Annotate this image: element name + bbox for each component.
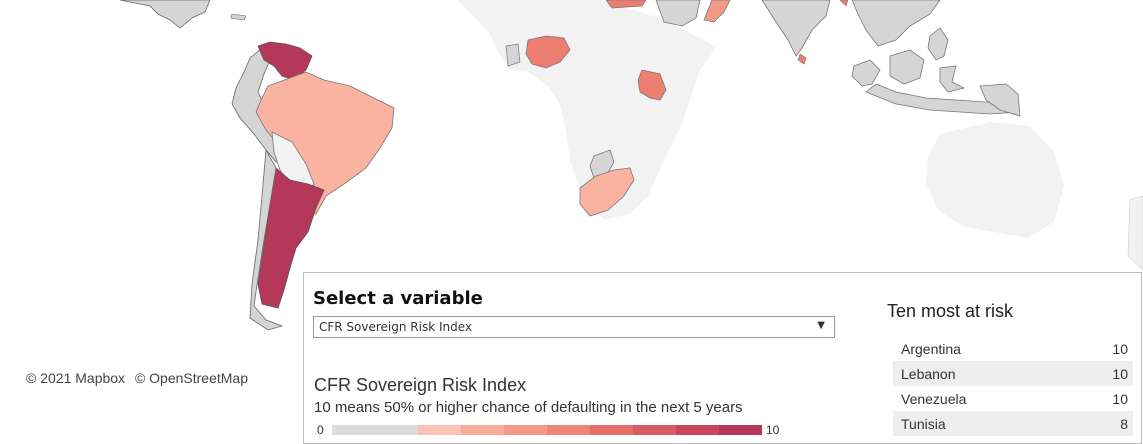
chevron-down-icon[interactable]: ▼ [817,320,825,331]
control-panel: Select a variable CFR Sovereign Risk Ind… [303,272,1142,444]
list-item-country: Argentina [901,340,961,357]
list-item[interactable]: Venezuela 10 [893,386,1133,411]
legend-swatch [418,425,461,435]
land-mexico-central-america[interactable] [119,0,211,29]
land-australia[interactable] [926,122,1064,238]
legend-min-label: 0 [317,423,324,437]
land-malaysia[interactable] [851,59,881,87]
land-se-asia[interactable] [851,0,941,47]
legend-swatch [547,425,590,435]
legend-swatch [461,425,504,435]
land-sulawesi[interactable] [939,65,966,93]
list-item[interactable]: Lebanon 10 [893,361,1133,386]
land-north-africa-red[interactable] [605,0,647,9]
land-horn-orange[interactable] [703,0,731,23]
list-item-score: 10 [1112,365,1128,382]
land-argentina[interactable] [257,167,325,309]
list-item-score: 10 [1112,340,1128,357]
legend-swatch [590,425,633,435]
land-nigeria[interactable] [525,35,571,69]
legend-subtitle: 10 means 50% or higher chance of default… [314,399,743,416]
land-chile[interactable] [249,148,284,331]
legend-swatch [504,425,547,435]
list-item-country: Venezuela [901,390,967,407]
legend-swatch [332,425,375,435]
world-map[interactable] [0,0,1143,430]
land-borneo[interactable] [889,49,925,85]
land-venezuela[interactable] [257,41,313,81]
top-list-title: Ten most at risk [887,301,1014,321]
variable-dropdown-value: CFR Sovereign Risk Index [319,320,473,334]
land-new-guinea[interactable] [979,83,1021,117]
list-item[interactable]: Argentina 10 [893,336,1133,361]
select-variable-title: Select a variable [313,288,483,309]
land-south-africa[interactable] [579,167,635,217]
land-kenya[interactable] [637,69,667,101]
list-item[interactable]: Tunisia 8 [893,411,1133,436]
top-risk-list: Argentina 10 Lebanon 10 Venezuela 10 Tun… [893,336,1133,436]
list-item-score: 10 [1112,390,1128,407]
land-africa[interactable] [458,0,716,220]
map-attribution: © 2021 Mapbox © OpenStreetMap [26,370,254,386]
land-egypt-grey[interactable] [655,0,701,27]
legend-swatch [375,425,418,435]
land-caribbean[interactable] [230,13,247,21]
legend-swatch [676,425,719,435]
land-india[interactable] [761,0,831,57]
openstreetmap-attribution-link[interactable]: © OpenStreetMap [134,370,248,386]
legend-color-ramp [332,425,762,435]
land-bangladesh[interactable] [839,0,849,7]
legend-max-label: 10 [766,423,780,437]
list-item-score: 8 [1120,415,1128,432]
list-item-country: Lebanon [901,365,956,382]
variable-dropdown[interactable]: CFR Sovereign Risk Index ▼ [313,316,835,338]
legend-swatch [719,425,762,435]
legend-title: CFR Sovereign Risk Index [314,375,527,395]
list-item-country: Tunisia [901,415,946,432]
legend-swatch [633,425,676,435]
land-philippines[interactable] [927,27,949,61]
land-sri-lanka[interactable] [797,53,807,65]
land-brazil[interactable] [255,71,395,215]
land-nz-right-edge[interactable] [1127,195,1143,271]
land-west-africa-grey[interactable] [505,43,521,67]
mapbox-attribution-link[interactable]: © 2021 Mapbox [26,370,126,386]
